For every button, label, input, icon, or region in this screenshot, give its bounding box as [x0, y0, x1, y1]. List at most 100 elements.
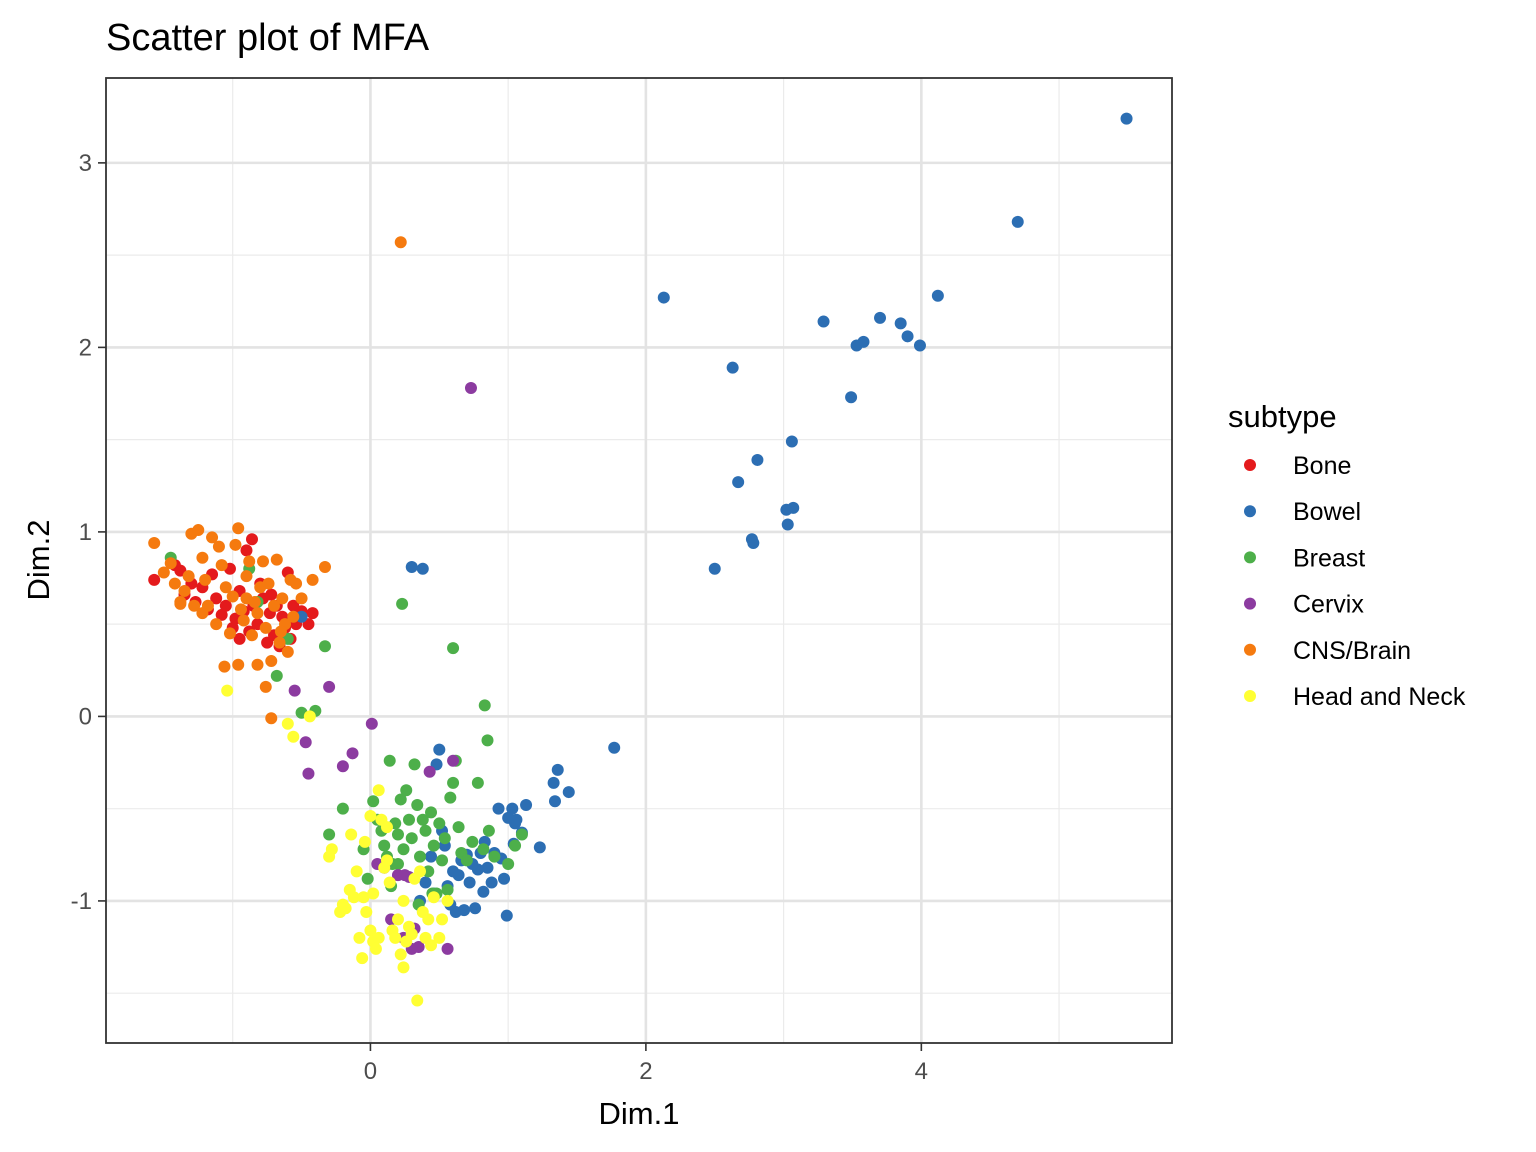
- data-point: [781, 518, 794, 531]
- data-point: [551, 763, 564, 776]
- data-point: [210, 592, 223, 605]
- legend-label: Bowel: [1293, 498, 1361, 526]
- data-point: [336, 760, 349, 773]
- data-point: [257, 555, 270, 568]
- data-point: [391, 828, 404, 841]
- data-point: [464, 381, 477, 394]
- data-point: [405, 928, 418, 941]
- legend-label: Head and Neck: [1293, 683, 1466, 711]
- data-point: [441, 883, 454, 896]
- data-point: [817, 315, 830, 328]
- data-point: [219, 581, 232, 594]
- data-point: [394, 793, 407, 806]
- data-point: [931, 289, 944, 302]
- data-point: [396, 597, 409, 610]
- data-point: [452, 821, 465, 834]
- x-tick-label: 2: [639, 1058, 652, 1085]
- data-point: [281, 717, 294, 730]
- data-point: [345, 828, 358, 841]
- data-point: [148, 573, 161, 586]
- data-point: [427, 891, 440, 904]
- data-point: [398, 869, 411, 882]
- legend-key: [1244, 551, 1256, 564]
- data-point: [358, 835, 371, 848]
- data-point: [357, 891, 370, 904]
- data-point: [411, 994, 424, 1007]
- data-point: [245, 533, 258, 546]
- data-point: [240, 592, 253, 605]
- data-point: [325, 843, 338, 856]
- data-point: [397, 843, 410, 856]
- data-point: [425, 850, 438, 863]
- data-point: [245, 629, 258, 642]
- data-point: [785, 435, 798, 448]
- data-point: [436, 854, 449, 867]
- data-point: [323, 680, 336, 693]
- data-point: [447, 865, 460, 878]
- data-point: [365, 717, 378, 730]
- x-axis-title: Dim.1: [599, 1096, 680, 1131]
- data-point: [391, 858, 404, 871]
- legend-title: subtype: [1228, 399, 1337, 434]
- data-point: [548, 795, 561, 808]
- data-point: [372, 931, 385, 944]
- data-point: [251, 607, 264, 620]
- data-point: [562, 786, 575, 799]
- data-point: [488, 850, 501, 863]
- data-point: [182, 570, 195, 583]
- legend-label: Bone: [1293, 452, 1351, 480]
- data-point: [164, 557, 177, 570]
- data-point: [360, 905, 373, 918]
- data-point: [372, 784, 385, 797]
- data-point: [447, 776, 460, 789]
- data-point: [299, 736, 312, 749]
- data-point: [303, 710, 316, 723]
- data-point: [188, 599, 201, 612]
- data-point: [463, 876, 476, 889]
- data-point: [380, 821, 393, 834]
- data-point: [506, 802, 519, 815]
- data-point: [339, 902, 352, 915]
- legend-key: [1244, 505, 1256, 518]
- data-point: [262, 577, 275, 590]
- data-point: [441, 942, 454, 955]
- data-point: [400, 784, 413, 797]
- data-point: [302, 767, 315, 780]
- data-point: [397, 894, 410, 907]
- data-point: [318, 560, 331, 573]
- data-point: [270, 553, 283, 566]
- y-tick-label: 1: [79, 519, 92, 546]
- legend-key: [1244, 597, 1256, 610]
- data-point: [477, 885, 490, 898]
- data-point: [780, 503, 793, 516]
- data-point: [482, 824, 495, 837]
- data-point: [270, 669, 283, 682]
- data-point: [276, 592, 289, 605]
- data-point: [416, 562, 429, 575]
- legend-label: Cervix: [1293, 591, 1364, 619]
- data-point: [199, 573, 212, 586]
- data-point: [845, 391, 858, 404]
- data-point: [380, 854, 393, 867]
- data-point: [318, 640, 331, 653]
- data-point: [1120, 112, 1133, 125]
- x-tick-label: 0: [364, 1058, 377, 1085]
- data-point: [419, 824, 432, 837]
- data-point: [240, 544, 253, 557]
- legend-label: Breast: [1293, 544, 1365, 572]
- data-point: [441, 894, 454, 907]
- data-point: [411, 798, 424, 811]
- data-point: [425, 806, 438, 819]
- data-point: [229, 538, 242, 551]
- data-point: [422, 865, 435, 878]
- data-point: [427, 839, 440, 852]
- data-point: [347, 891, 360, 904]
- data-point: [364, 924, 377, 937]
- data-point: [233, 632, 246, 645]
- data-point: [237, 614, 250, 627]
- data-point: [243, 555, 256, 568]
- data-point: [281, 645, 294, 658]
- data-point: [547, 776, 560, 789]
- data-point: [478, 699, 491, 712]
